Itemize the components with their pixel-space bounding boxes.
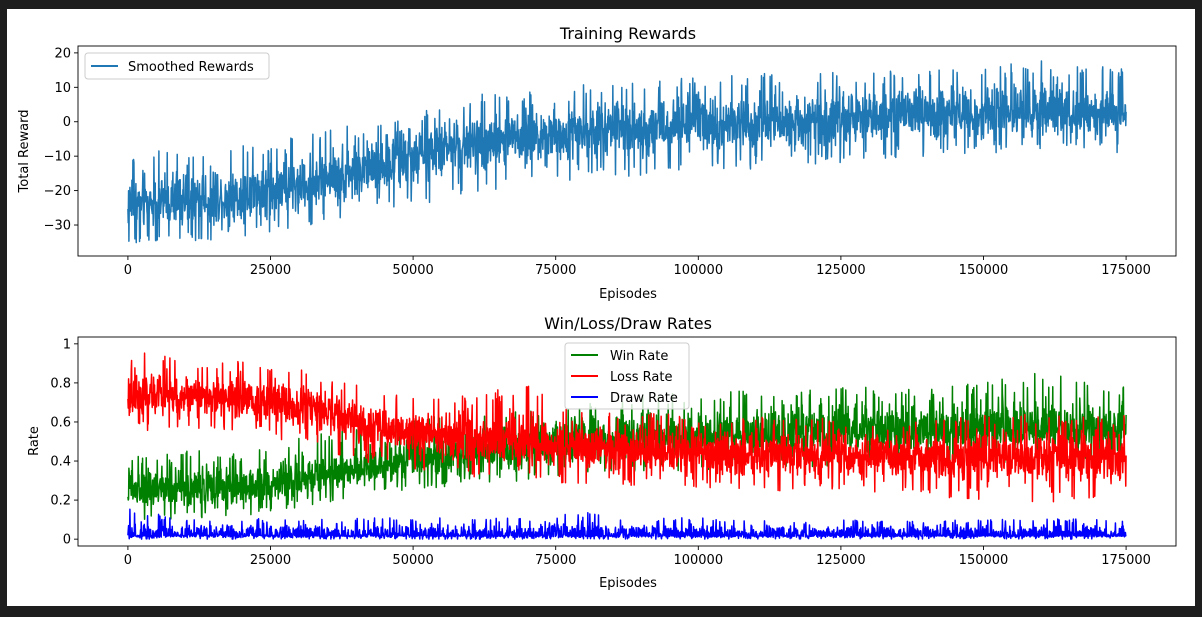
legend-label-loss-rate: Loss Rate <box>610 370 672 385</box>
y-tick-label: 20 <box>54 46 71 61</box>
legend-label-draw-rate: Draw Rate <box>610 391 678 406</box>
x-tick-label: 75000 <box>535 553 576 568</box>
x-tick-label: 175000 <box>1101 263 1151 278</box>
x-axis-label: Episodes <box>599 576 657 591</box>
plot-area <box>127 352 1127 540</box>
win-loss-draw-chart: Win/Loss/Draw Rates 0 25000 50000 75000 1000… <box>27 314 1177 591</box>
y-tick-label: 0.8 <box>50 376 71 391</box>
figure: Training Rewards 0 25000 50000 75000 100000 1… <box>7 9 1195 606</box>
y-tick-label: −30 <box>44 219 71 234</box>
y-tick-label: −20 <box>44 184 71 199</box>
y-tick-label: 0 <box>63 115 71 130</box>
plot-frame <box>77 336 1177 547</box>
y-axis-ticks: −30 −20 −10 0 10 20 <box>44 46 78 234</box>
y-axis-ticks: 0 0.2 0.4 0.6 0.8 1 <box>50 337 78 548</box>
chart-title: Win/Loss/Draw Rates <box>544 314 712 333</box>
legend-label-smoothed-rewards: Smoothed Rewards <box>128 60 254 75</box>
x-tick-label: 175000 <box>1101 553 1151 568</box>
legend-label-win-rate: Win Rate <box>610 349 668 364</box>
x-axis-label: Episodes <box>599 287 657 302</box>
legend-box <box>84 52 270 80</box>
y-tick-label: −10 <box>44 150 71 165</box>
x-tick-label: 50000 <box>392 263 433 278</box>
x-axis-ticks: 0 25000 50000 75000 100000 125000 150000 175000 <box>124 546 1151 568</box>
x-tick-label: 0 <box>124 263 132 278</box>
x-tick-label: 150000 <box>959 553 1009 568</box>
y-tick-label: 0.2 <box>50 494 71 509</box>
y-tick-label: 0.6 <box>50 415 71 430</box>
plot-area <box>127 60 1127 244</box>
x-tick-label: 0 <box>124 553 132 568</box>
x-tick-label: 150000 <box>959 263 1009 278</box>
x-tick-label: 75000 <box>535 263 576 278</box>
charts-svg: Training Rewards 0 25000 50000 75000 100000 1… <box>17 24 1177 591</box>
x-tick-label: 25000 <box>250 263 291 278</box>
x-axis-ticks: 0 25000 50000 75000 100000 125000 150000 175000 <box>124 256 1151 278</box>
legend: Win Rate Loss Rate Draw Rate <box>564 342 690 410</box>
chart-title: Training Rewards <box>559 24 696 43</box>
series-line-draw-rate <box>127 508 1127 540</box>
series-line-smoothed-rewards <box>127 60 1127 244</box>
y-tick-label: 1 <box>63 337 71 352</box>
y-axis-label: Total Reward <box>17 110 32 194</box>
legend-box <box>564 342 690 410</box>
legend: Smoothed Rewards <box>84 52 270 80</box>
plot-frame <box>77 45 1177 257</box>
y-axis-label: Rate <box>27 426 42 456</box>
series-line-loss-rate <box>127 352 1127 503</box>
y-tick-label: 0.4 <box>50 455 71 470</box>
training-rewards-chart: Training Rewards 0 25000 50000 75000 100000 1… <box>17 24 1177 302</box>
y-tick-label: 10 <box>54 81 71 96</box>
x-tick-label: 100000 <box>673 553 723 568</box>
x-tick-label: 100000 <box>673 263 723 278</box>
x-tick-label: 50000 <box>392 553 433 568</box>
x-tick-label: 25000 <box>250 553 291 568</box>
y-tick-label: 0 <box>63 533 71 548</box>
x-tick-label: 125000 <box>816 263 866 278</box>
x-tick-label: 125000 <box>816 553 866 568</box>
